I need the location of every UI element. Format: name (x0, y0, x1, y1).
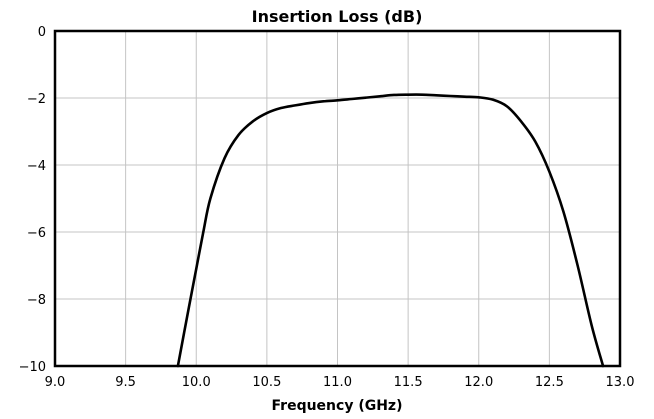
x-tick-label: 10.5 (252, 375, 281, 390)
x-tick-label: 12.0 (464, 375, 493, 390)
y-tick-label: −6 (27, 226, 46, 241)
x-tick-label: 9.5 (115, 375, 136, 390)
x-tick-label: 10.0 (182, 375, 211, 390)
x-axis-label: Frequency (GHz) (272, 398, 403, 414)
y-tick-label: −4 (27, 159, 46, 174)
x-tick-label: 13.0 (606, 375, 635, 390)
series (176, 93, 605, 368)
x-tick-label: 11.0 (323, 375, 352, 390)
chart-title: Insertion Loss (dB) (252, 7, 423, 26)
y-tick-label: −10 (19, 360, 46, 375)
tick-labels: 9.0 9.5 10.0 10.5 11.0 11.5 12.0 12.5 13.0 0 −2 −4 −… (19, 25, 635, 390)
x-tick-label: 11.5 (394, 375, 423, 390)
y-tick-label: 0 (38, 25, 46, 40)
y-tick-label: −2 (27, 92, 46, 107)
x-tick-label: 9.0 (45, 375, 66, 390)
plot-frame (53, 29, 622, 368)
insertion-loss-line (176, 93, 605, 368)
grid (54, 30, 621, 367)
y-tick-label: −8 (27, 293, 46, 308)
x-tick-label: 12.5 (535, 375, 564, 390)
